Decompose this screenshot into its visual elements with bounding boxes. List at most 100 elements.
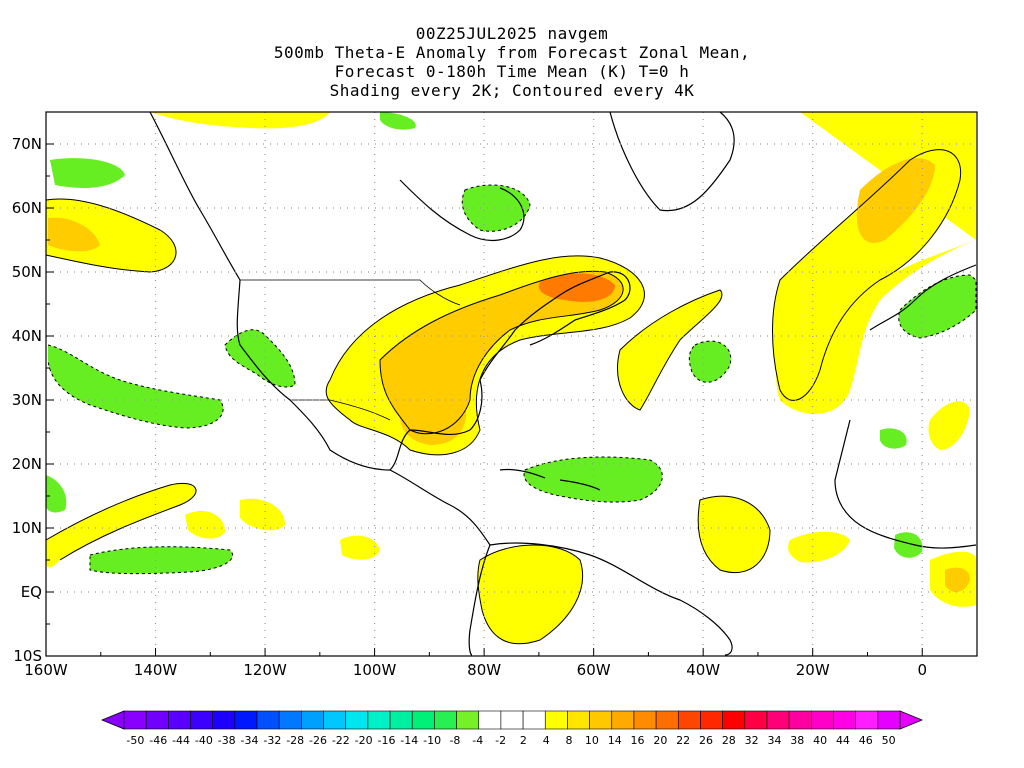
colorbar-left-arrow bbox=[100, 710, 125, 730]
colorbar-box bbox=[500, 710, 524, 730]
lon-tick-label: 20W bbox=[796, 661, 830, 679]
colorbar-label: -16 bbox=[377, 734, 395, 747]
colorbar-label: -10 bbox=[423, 734, 441, 747]
lon-tick-label: 40W bbox=[686, 661, 720, 679]
lat-tick-label: 10N bbox=[12, 519, 42, 537]
anom-neg-africa-gulf bbox=[894, 532, 923, 558]
anom-neg-alaska-w bbox=[50, 158, 125, 188]
colorbar-label: 44 bbox=[836, 734, 850, 747]
colorbar-box bbox=[367, 710, 391, 730]
anom-pos-nw-pacific-core bbox=[48, 217, 100, 252]
colorbar-box bbox=[168, 710, 191, 730]
anom-pos-nw-pacific bbox=[46, 199, 177, 272]
chart-title-block: 00Z25JUL2025 navgem 500mb Theta-E Anomal… bbox=[0, 24, 1024, 100]
colorbar-label: 28 bbox=[722, 734, 736, 747]
contour-line-dashed bbox=[688, 340, 732, 383]
anom-pos-atlantic-core bbox=[856, 158, 935, 243]
colorbar-box bbox=[633, 710, 657, 730]
anom-pos-tropic-pac-2 bbox=[240, 498, 285, 531]
colorbar-label: 38 bbox=[790, 734, 804, 747]
anom-neg-caribbean bbox=[524, 457, 663, 503]
colorbar: -50 -46 -44 -40 -38 -34 -32 -28 -26 -22 -20 -16 -14-… bbox=[100, 710, 924, 747]
colorbar-box bbox=[722, 710, 746, 730]
lon-tick-label: 160W bbox=[24, 661, 68, 679]
map-frame bbox=[45, 111, 978, 657]
colorbar-label: -32 bbox=[263, 734, 281, 747]
anom-neg-greenland-s bbox=[380, 112, 416, 130]
coast-south-america bbox=[489, 542, 733, 656]
colorbar-box bbox=[345, 710, 369, 730]
lon-tick-label: 100W bbox=[353, 661, 397, 679]
colorbar-label: 14 bbox=[608, 734, 622, 747]
colorbar-box bbox=[567, 710, 590, 730]
contour-line bbox=[325, 255, 645, 456]
colorbar-label: 4 bbox=[543, 734, 550, 747]
latitude-labels: 10S EQ 10N 20N 30N 40N 50N 60N 70N bbox=[12, 135, 42, 665]
anom-neg-tropic-pac bbox=[90, 546, 233, 574]
colorbar-label: -20 bbox=[355, 734, 373, 747]
lon-tick-label: 120W bbox=[243, 661, 287, 679]
colorbar-box bbox=[301, 710, 324, 730]
anomaly-contours bbox=[45, 149, 962, 645]
lon-tick-label: 140W bbox=[134, 661, 178, 679]
colorbar-box bbox=[766, 710, 790, 730]
contour-line bbox=[45, 198, 177, 273]
colorbar-label: 16 bbox=[631, 734, 645, 747]
colorbar-label: -14 bbox=[400, 734, 418, 747]
lon-tick-label: 80W bbox=[467, 661, 501, 679]
colorbar-box bbox=[212, 710, 236, 730]
lat-tick-label: 70N bbox=[12, 135, 42, 153]
contour-line bbox=[697, 495, 771, 574]
title-line-3: Forecast 0-180h Time Mean (K) T=0 h bbox=[334, 62, 690, 81]
lat-tick-label: 60N bbox=[12, 199, 42, 217]
colorbar-label: 22 bbox=[676, 734, 690, 747]
colorbar-box bbox=[877, 710, 901, 730]
colorbar-box bbox=[411, 710, 435, 730]
colorbar-label: 46 bbox=[859, 734, 873, 747]
anom-pos-tropical-atlantic bbox=[698, 496, 770, 573]
lat-tick-label: 40N bbox=[12, 327, 42, 345]
anom-pos-mid-atlantic bbox=[617, 290, 722, 410]
lat-tick-label: 50N bbox=[12, 263, 42, 281]
colorbar-box bbox=[190, 710, 213, 730]
anom-pos-africa-east bbox=[928, 401, 970, 450]
anom-pos-great-lakes-max bbox=[538, 273, 615, 302]
coastlines bbox=[149, 111, 977, 656]
lon-tick-label: 0 bbox=[917, 661, 927, 679]
colorbar-box bbox=[677, 710, 701, 730]
anomaly-shading bbox=[46, 112, 976, 644]
colorbar-label: 50 bbox=[882, 734, 896, 747]
coast-africa bbox=[834, 419, 977, 549]
colorbar-label: -22 bbox=[332, 734, 350, 747]
colorbar-label: -26 bbox=[309, 734, 327, 747]
colorbar-label: 26 bbox=[699, 734, 713, 747]
contour-line bbox=[379, 270, 624, 435]
colorbar-box bbox=[434, 710, 457, 730]
colorbar-box bbox=[589, 710, 613, 730]
colorbar-label: 32 bbox=[745, 734, 759, 747]
axis-ticks bbox=[45, 111, 978, 657]
colorbar-right-arrow bbox=[899, 710, 924, 730]
anom-neg-africa-w bbox=[880, 428, 907, 449]
colorbar-box bbox=[323, 710, 347, 730]
anom-neg-east-pacific bbox=[48, 345, 224, 428]
coast-central-america bbox=[389, 469, 491, 546]
coast-south-america-w bbox=[468, 544, 491, 656]
colorbar-box bbox=[611, 710, 635, 730]
lat-tick-label: 20N bbox=[12, 455, 42, 473]
colorbar-label: -40 bbox=[195, 734, 213, 747]
colorbar-label: -34 bbox=[241, 734, 259, 747]
anom-neg-west-us bbox=[225, 329, 295, 387]
border-us-canada bbox=[240, 279, 461, 306]
longitude-labels: 160W 140W 120W 100W 80W 60W 40W 20W 0 bbox=[24, 661, 927, 679]
colorbar-box bbox=[788, 710, 812, 730]
negative-anomaly-contours bbox=[47, 184, 977, 575]
colorbar-box bbox=[478, 710, 502, 730]
colorbar-box bbox=[855, 710, 879, 730]
coast-caribbean-islands bbox=[499, 468, 601, 491]
colorbar-box bbox=[544, 710, 568, 730]
title-line-1: 00Z25JUL2025 navgem bbox=[415, 24, 609, 43]
colorbar-box bbox=[522, 710, 546, 730]
lon-tick-label: 60W bbox=[577, 661, 611, 679]
